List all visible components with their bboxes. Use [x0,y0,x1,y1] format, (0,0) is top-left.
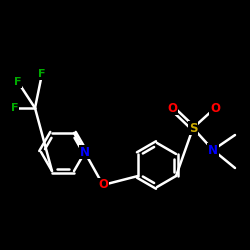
Text: F: F [38,69,46,79]
Text: N: N [208,144,218,156]
Text: O: O [98,178,108,192]
Text: N: N [80,146,90,158]
Text: O: O [210,102,220,114]
Text: S: S [189,122,197,134]
Text: O: O [167,102,177,114]
Text: F: F [14,77,22,87]
Text: F: F [11,103,19,113]
